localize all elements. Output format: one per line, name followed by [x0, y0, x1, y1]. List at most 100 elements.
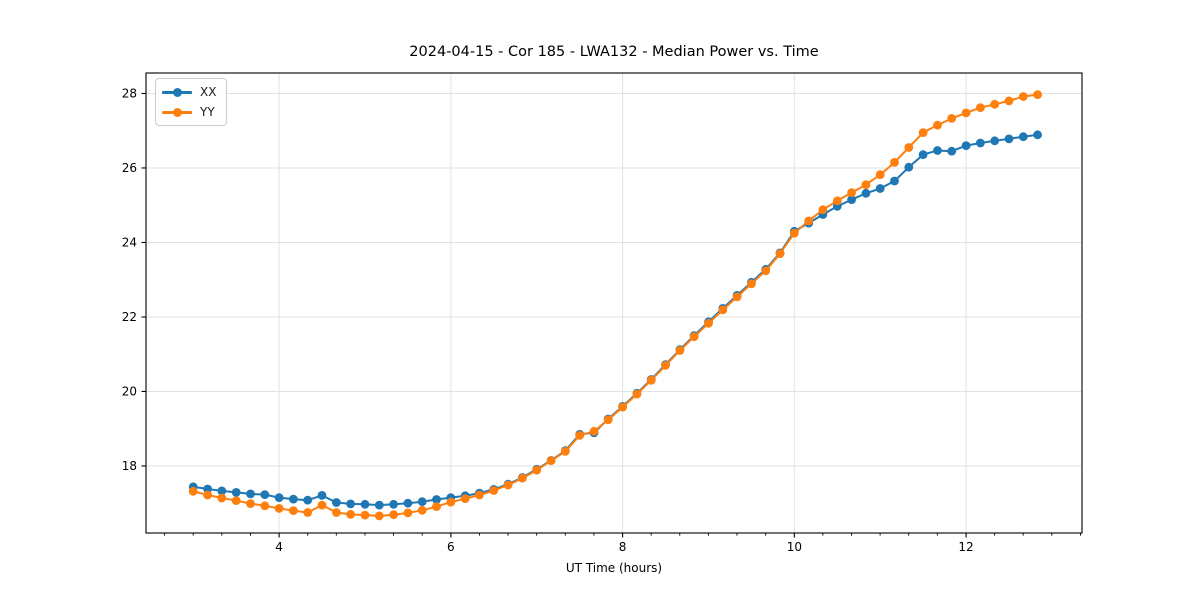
series-yy-marker	[289, 506, 298, 516]
series-xx-marker	[976, 138, 985, 148]
series-xx-marker	[1033, 130, 1042, 140]
series-yy-marker	[689, 332, 699, 342]
series-xx-marker	[961, 141, 971, 151]
series-xx-marker	[890, 176, 899, 186]
series-yy-marker	[732, 292, 742, 302]
series-yy-marker	[417, 505, 427, 515]
series-yy-marker	[475, 490, 484, 500]
series-xx-marker	[317, 491, 327, 500]
series-yy-marker	[546, 456, 556, 466]
chart-title: 2024-04-15 - Cor 185 - LWA132 - Median P…	[409, 44, 819, 60]
series-yy-marker	[718, 305, 728, 315]
series-xx-marker	[1018, 132, 1028, 142]
series-xx-marker	[217, 486, 227, 496]
x-axis-label: UT Time (hours)	[565, 561, 663, 575]
series-yy-marker	[217, 493, 227, 503]
series-xx-marker	[289, 494, 298, 504]
legend-label: XX	[200, 85, 217, 99]
x-tick-label: 4	[275, 540, 283, 554]
series-yy-marker	[661, 361, 670, 370]
series-yy-marker	[518, 473, 527, 483]
series-yy-marker	[861, 180, 871, 190]
series-yy-marker	[875, 170, 885, 180]
series-yy-marker	[346, 510, 355, 519]
series-xx-marker	[274, 493, 284, 502]
series-yy-marker	[603, 415, 613, 425]
line-marker-icon	[162, 107, 192, 117]
y-tick-label: 20	[122, 384, 137, 398]
series-yy-marker	[360, 510, 370, 520]
x-tick-label: 6	[447, 540, 455, 554]
series-yy-marker	[560, 447, 570, 456]
series-yy-marker	[890, 158, 899, 167]
legend: XX YY	[155, 78, 227, 126]
series-yy-marker	[947, 114, 957, 123]
series-yy-marker	[675, 346, 685, 355]
series-yy-marker	[374, 511, 384, 521]
series-yy-marker	[990, 99, 1000, 109]
series-yy-marker	[904, 143, 914, 152]
series-xx-marker	[847, 195, 856, 205]
series-yy-marker	[460, 494, 470, 504]
series-xx-marker	[374, 500, 384, 510]
series-yy-marker	[403, 508, 413, 518]
series-yy-marker	[933, 120, 942, 130]
series-xx-marker	[332, 498, 341, 507]
series-yy-marker	[532, 465, 542, 475]
x-tick-label: 10	[787, 540, 802, 554]
series-yy-marker	[489, 486, 499, 495]
series-yy-marker	[646, 375, 656, 385]
series-yy-marker	[432, 502, 441, 511]
series-xx-marker	[417, 497, 427, 507]
series-yy-marker	[804, 216, 814, 226]
series-yy-marker	[188, 486, 198, 496]
series-xx-marker	[303, 495, 313, 505]
y-tick-label: 22	[122, 310, 137, 324]
series-yy-marker	[203, 490, 213, 500]
x-tick-label: 8	[619, 540, 627, 554]
series-yy-marker	[274, 504, 284, 513]
series-yy-marker	[231, 496, 241, 505]
series-xx-marker	[403, 498, 413, 508]
series-xx-marker	[918, 150, 928, 160]
series-yy-marker	[389, 510, 398, 520]
series-xx-marker	[947, 146, 957, 156]
line-marker-icon	[162, 87, 192, 97]
y-tick-label: 18	[122, 459, 137, 473]
series-yy-marker	[918, 128, 928, 138]
series-yy-marker	[446, 497, 456, 507]
series-xx-marker	[861, 188, 871, 198]
series-yy-marker	[632, 389, 642, 399]
series-yy-marker	[761, 266, 771, 276]
series-yy-marker	[618, 402, 627, 412]
series-xx-marker	[231, 488, 241, 497]
series-xx-marker	[260, 490, 270, 499]
y-tick-label: 24	[122, 235, 137, 249]
series-yy-marker	[260, 501, 270, 511]
series-yy-marker	[303, 508, 313, 517]
series-yy-marker	[589, 426, 599, 436]
series-yy-marker	[747, 279, 756, 289]
series-yy-marker	[317, 500, 327, 510]
series-xx-marker	[346, 499, 355, 509]
series-xx-marker	[1004, 134, 1014, 144]
series-xx-marker	[904, 162, 914, 172]
y-tick-label: 26	[122, 161, 137, 175]
x-tick-label: 12	[958, 540, 973, 554]
series-yy-marker	[1033, 90, 1042, 99]
y-tick-label: 28	[122, 86, 137, 100]
series-xx-marker	[875, 184, 885, 193]
series-yy-marker	[503, 480, 513, 490]
series-yy-marker	[847, 188, 856, 198]
series-xx-marker	[990, 136, 1000, 146]
series-xx-marker	[389, 499, 398, 509]
series-yy-marker	[1004, 96, 1014, 106]
series-yy-marker	[246, 499, 255, 508]
series-xx-marker	[933, 146, 942, 155]
series-xx-marker	[360, 499, 370, 509]
series-yy-marker	[704, 318, 713, 328]
legend-item-yy: YY	[162, 104, 218, 120]
series-yy-marker	[961, 108, 971, 118]
